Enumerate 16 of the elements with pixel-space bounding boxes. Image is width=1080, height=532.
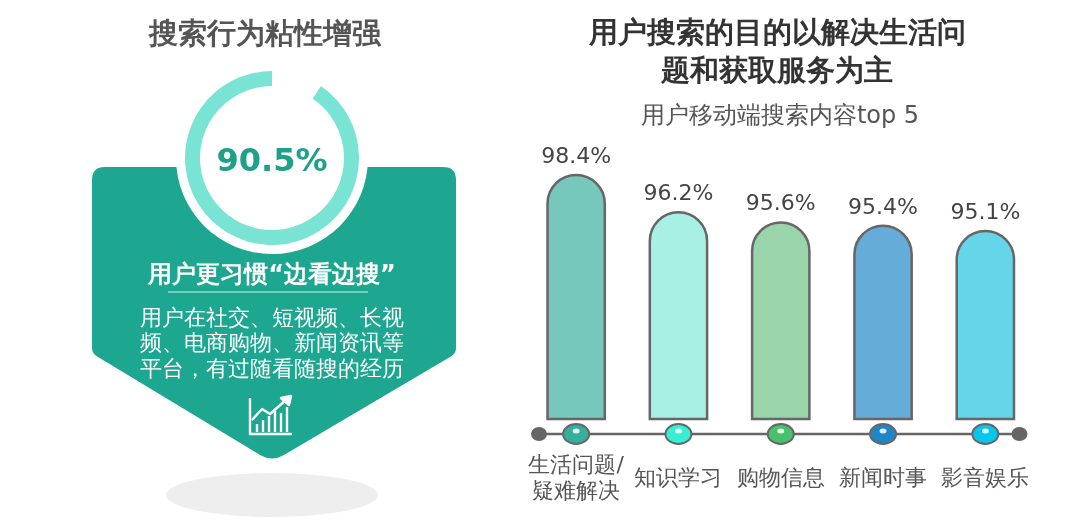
x-tick-label: 影音娱乐 — [941, 464, 1030, 490]
x-tick-label: 购物信息 — [736, 464, 825, 490]
x-tick-label: 生活问题/疑难解决 — [528, 451, 625, 503]
text: 用户更习惯“边看边搜” — [147, 260, 396, 288]
data-label: 95.6% — [745, 189, 816, 215]
data-label: 95.4% — [848, 193, 918, 219]
chart-subtitle: 用户移动端搜索内容top 5 — [640, 101, 920, 129]
data-label: 96.2% — [643, 179, 714, 205]
data-label: 95.1% — [950, 198, 1021, 224]
x-tick-label: 新闻时事 — [839, 464, 928, 490]
text: 用户在社交、短视频、长视频、电商购物、新闻资讯等平台，有过随看随搜的经历 — [140, 304, 404, 380]
chart-title: 搜索行为粘性增强 — [148, 16, 382, 50]
data-label: 98.4% — [541, 142, 612, 168]
data-label: 90.5% — [216, 141, 328, 179]
chart-title: 用户搜索的目的以解决生活问题和获取服务为主 — [587, 15, 966, 87]
x-tick-label: 知识学习 — [634, 464, 723, 490]
